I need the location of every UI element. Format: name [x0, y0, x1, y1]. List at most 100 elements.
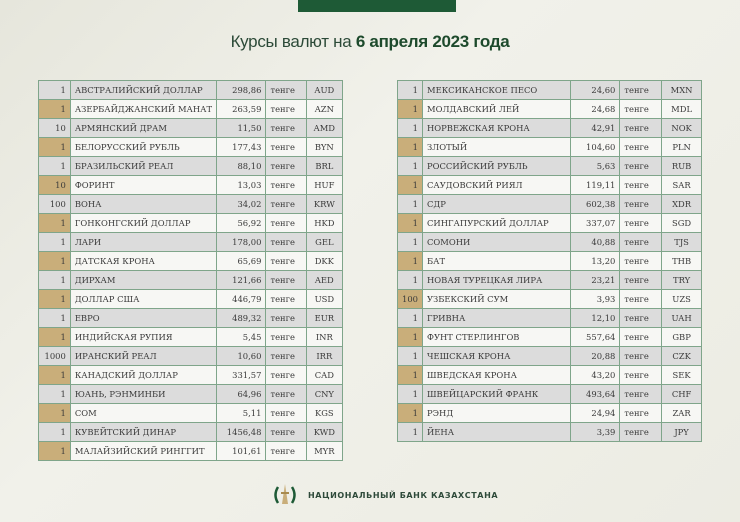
quantity: 1	[38, 365, 71, 385]
unit: тенге	[619, 99, 663, 119]
currency-name: АЗЕРБАЙДЖАНСКИЙ МАНАТ	[69, 99, 218, 119]
quantity: 1	[38, 213, 71, 233]
quantity: 100	[397, 289, 423, 309]
unit: тенге	[619, 289, 663, 309]
currency-name: ЛАРИ	[69, 232, 218, 252]
currency-code: TRY	[661, 270, 702, 290]
rate-value: 13,03	[216, 175, 267, 195]
currency-code: SAR	[661, 175, 702, 195]
currency-name: УЗБЕКСКИЙ СУМ	[422, 289, 571, 309]
rate-row: 1 ЧЕШСКАЯ КРОНА 20,88 тенге CZK	[397, 346, 702, 366]
currency-name: ЙЕНА	[422, 422, 571, 442]
currency-name: МОЛДАВСКИЙ ЛЕЙ	[422, 99, 571, 119]
currency-code: JPY	[661, 422, 702, 442]
quantity: 1	[38, 327, 71, 347]
unit: тенге	[619, 156, 663, 176]
currency-code: KRW	[305, 194, 344, 214]
quantity: 1	[397, 213, 423, 233]
rate-row: 1 АЗЕРБАЙДЖАНСКИЙ МАНАТ 263,59 тенге AZN	[38, 99, 344, 119]
unit: тенге	[265, 251, 307, 271]
rate-value: 5,63	[569, 156, 621, 176]
currency-name: ДАТСКАЯ КРОНА	[69, 251, 218, 271]
quantity: 1	[397, 156, 423, 176]
rate-value: 3,39	[569, 422, 621, 442]
rate-value: 602,38	[569, 194, 621, 214]
rate-value: 489,32	[216, 308, 267, 328]
currency-code: CAD	[305, 365, 344, 385]
currency-name: ИНДИЙСКАЯ РУПИЯ	[69, 327, 218, 347]
currency-code: PLN	[661, 137, 702, 157]
currency-code: EUR	[305, 308, 344, 328]
rate-row: 1 КУВЕЙТСКИЙ ДИНАР 1456,48 тенге KWD	[38, 422, 344, 442]
currency-name: ЧЕШСКАЯ КРОНА	[422, 346, 571, 366]
rate-value: 3,93	[569, 289, 621, 309]
rate-row: 1 НОРВЕЖСКАЯ КРОНА 42,91 тенге NOK	[397, 118, 702, 138]
currency-name: РОССИЙСКИЙ РУБЛЬ	[422, 156, 571, 176]
unit: тенге	[265, 384, 307, 404]
currency-name: НОВАЯ ТУРЕЦКАЯ ЛИРА	[422, 270, 571, 290]
rate-value: 64,96	[216, 384, 267, 404]
rate-row: 1 МОЛДАВСКИЙ ЛЕЙ 24,68 тенге MDL	[397, 99, 702, 119]
quantity: 1000	[38, 346, 71, 366]
currency-code: THB	[661, 251, 702, 271]
quantity: 1	[38, 80, 71, 100]
currency-name: ЗЛОТЫЙ	[422, 137, 571, 157]
quantity: 1	[38, 270, 71, 290]
unit: тенге	[619, 270, 663, 290]
currency-name: ЕВРО	[69, 308, 218, 328]
unit: тенге	[619, 384, 663, 404]
unit: тенге	[265, 441, 307, 461]
rate-value: 23,21	[569, 270, 621, 290]
currency-code: UZS	[661, 289, 702, 309]
unit: тенге	[619, 137, 663, 157]
rate-value: 337,07	[569, 213, 621, 233]
currency-name: САУДОВСКИЙ РИЯЛ	[422, 175, 571, 195]
rate-value: 298,86	[216, 80, 267, 100]
unit: тенге	[619, 403, 663, 423]
rate-row: 1 ДОЛЛАР США 446,79 тенге USD	[38, 289, 344, 309]
rate-value: 1456,48	[216, 422, 267, 442]
currency-code: UAH	[661, 308, 702, 328]
rate-value: 43,20	[569, 365, 621, 385]
top-brand-bar	[298, 0, 456, 12]
rate-row: 1 БЕЛОРУССКИЙ РУБЛЬ 177,43 тенге BYN	[38, 137, 344, 157]
currency-code: DKK	[305, 251, 344, 271]
unit: тенге	[265, 156, 307, 176]
currency-code: BYN	[305, 137, 344, 157]
currency-code: CZK	[661, 346, 702, 366]
unit: тенге	[619, 118, 663, 138]
rate-value: 24,94	[569, 403, 621, 423]
rate-row: 1 ГОНКОНГСКИЙ ДОЛЛАР 56,92 тенге HKD	[38, 213, 344, 233]
unit: тенге	[265, 213, 307, 233]
rate-value: 12,10	[569, 308, 621, 328]
rate-value: 178,00	[216, 232, 267, 252]
currency-code: INR	[305, 327, 344, 347]
rate-row: 10 ФОРИНТ 13,03 тенге HUF	[38, 175, 344, 195]
rate-row: 1 МЕКСИКАНСКОЕ ПЕСО 24,60 тенге MXN	[397, 80, 702, 100]
rate-value: 56,92	[216, 213, 267, 233]
currency-code: AED	[305, 270, 344, 290]
title-prefix: Курсы валют на	[230, 32, 356, 51]
footer: НАЦИОНАЛЬНЫЙ БАНК КАЗАХСТАНА	[272, 482, 498, 508]
unit: тенге	[619, 251, 663, 271]
currency-code: GBP	[661, 327, 702, 347]
rate-row: 1 МАЛАЙЗИЙСКИЙ РИНГГИТ 101,61 тенге MYR	[38, 441, 344, 461]
quantity: 1	[397, 118, 423, 138]
currency-name: ЮАНЬ, РЭНМИНБИ	[69, 384, 218, 404]
rate-row: 1 ЕВРО 489,32 тенге EUR	[38, 308, 344, 328]
currency-name: БРАЗИЛЬСКИЙ РЕАЛ	[69, 156, 218, 176]
quantity: 1	[397, 403, 423, 423]
rate-value: 557,64	[569, 327, 621, 347]
currency-code: IRR	[305, 346, 344, 366]
rate-row: 1 ЙЕНА 3,39 тенге JPY	[397, 422, 702, 442]
unit: тенге	[619, 194, 663, 214]
currency-code: CNY	[305, 384, 344, 404]
unit: тенге	[265, 289, 307, 309]
currency-code: USD	[305, 289, 344, 309]
currency-code: CHF	[661, 384, 702, 404]
unit: тенге	[619, 422, 663, 442]
unit: тенге	[265, 194, 307, 214]
rate-value: 24,60	[569, 80, 621, 100]
unit: тенге	[619, 308, 663, 328]
quantity: 1	[38, 289, 71, 309]
